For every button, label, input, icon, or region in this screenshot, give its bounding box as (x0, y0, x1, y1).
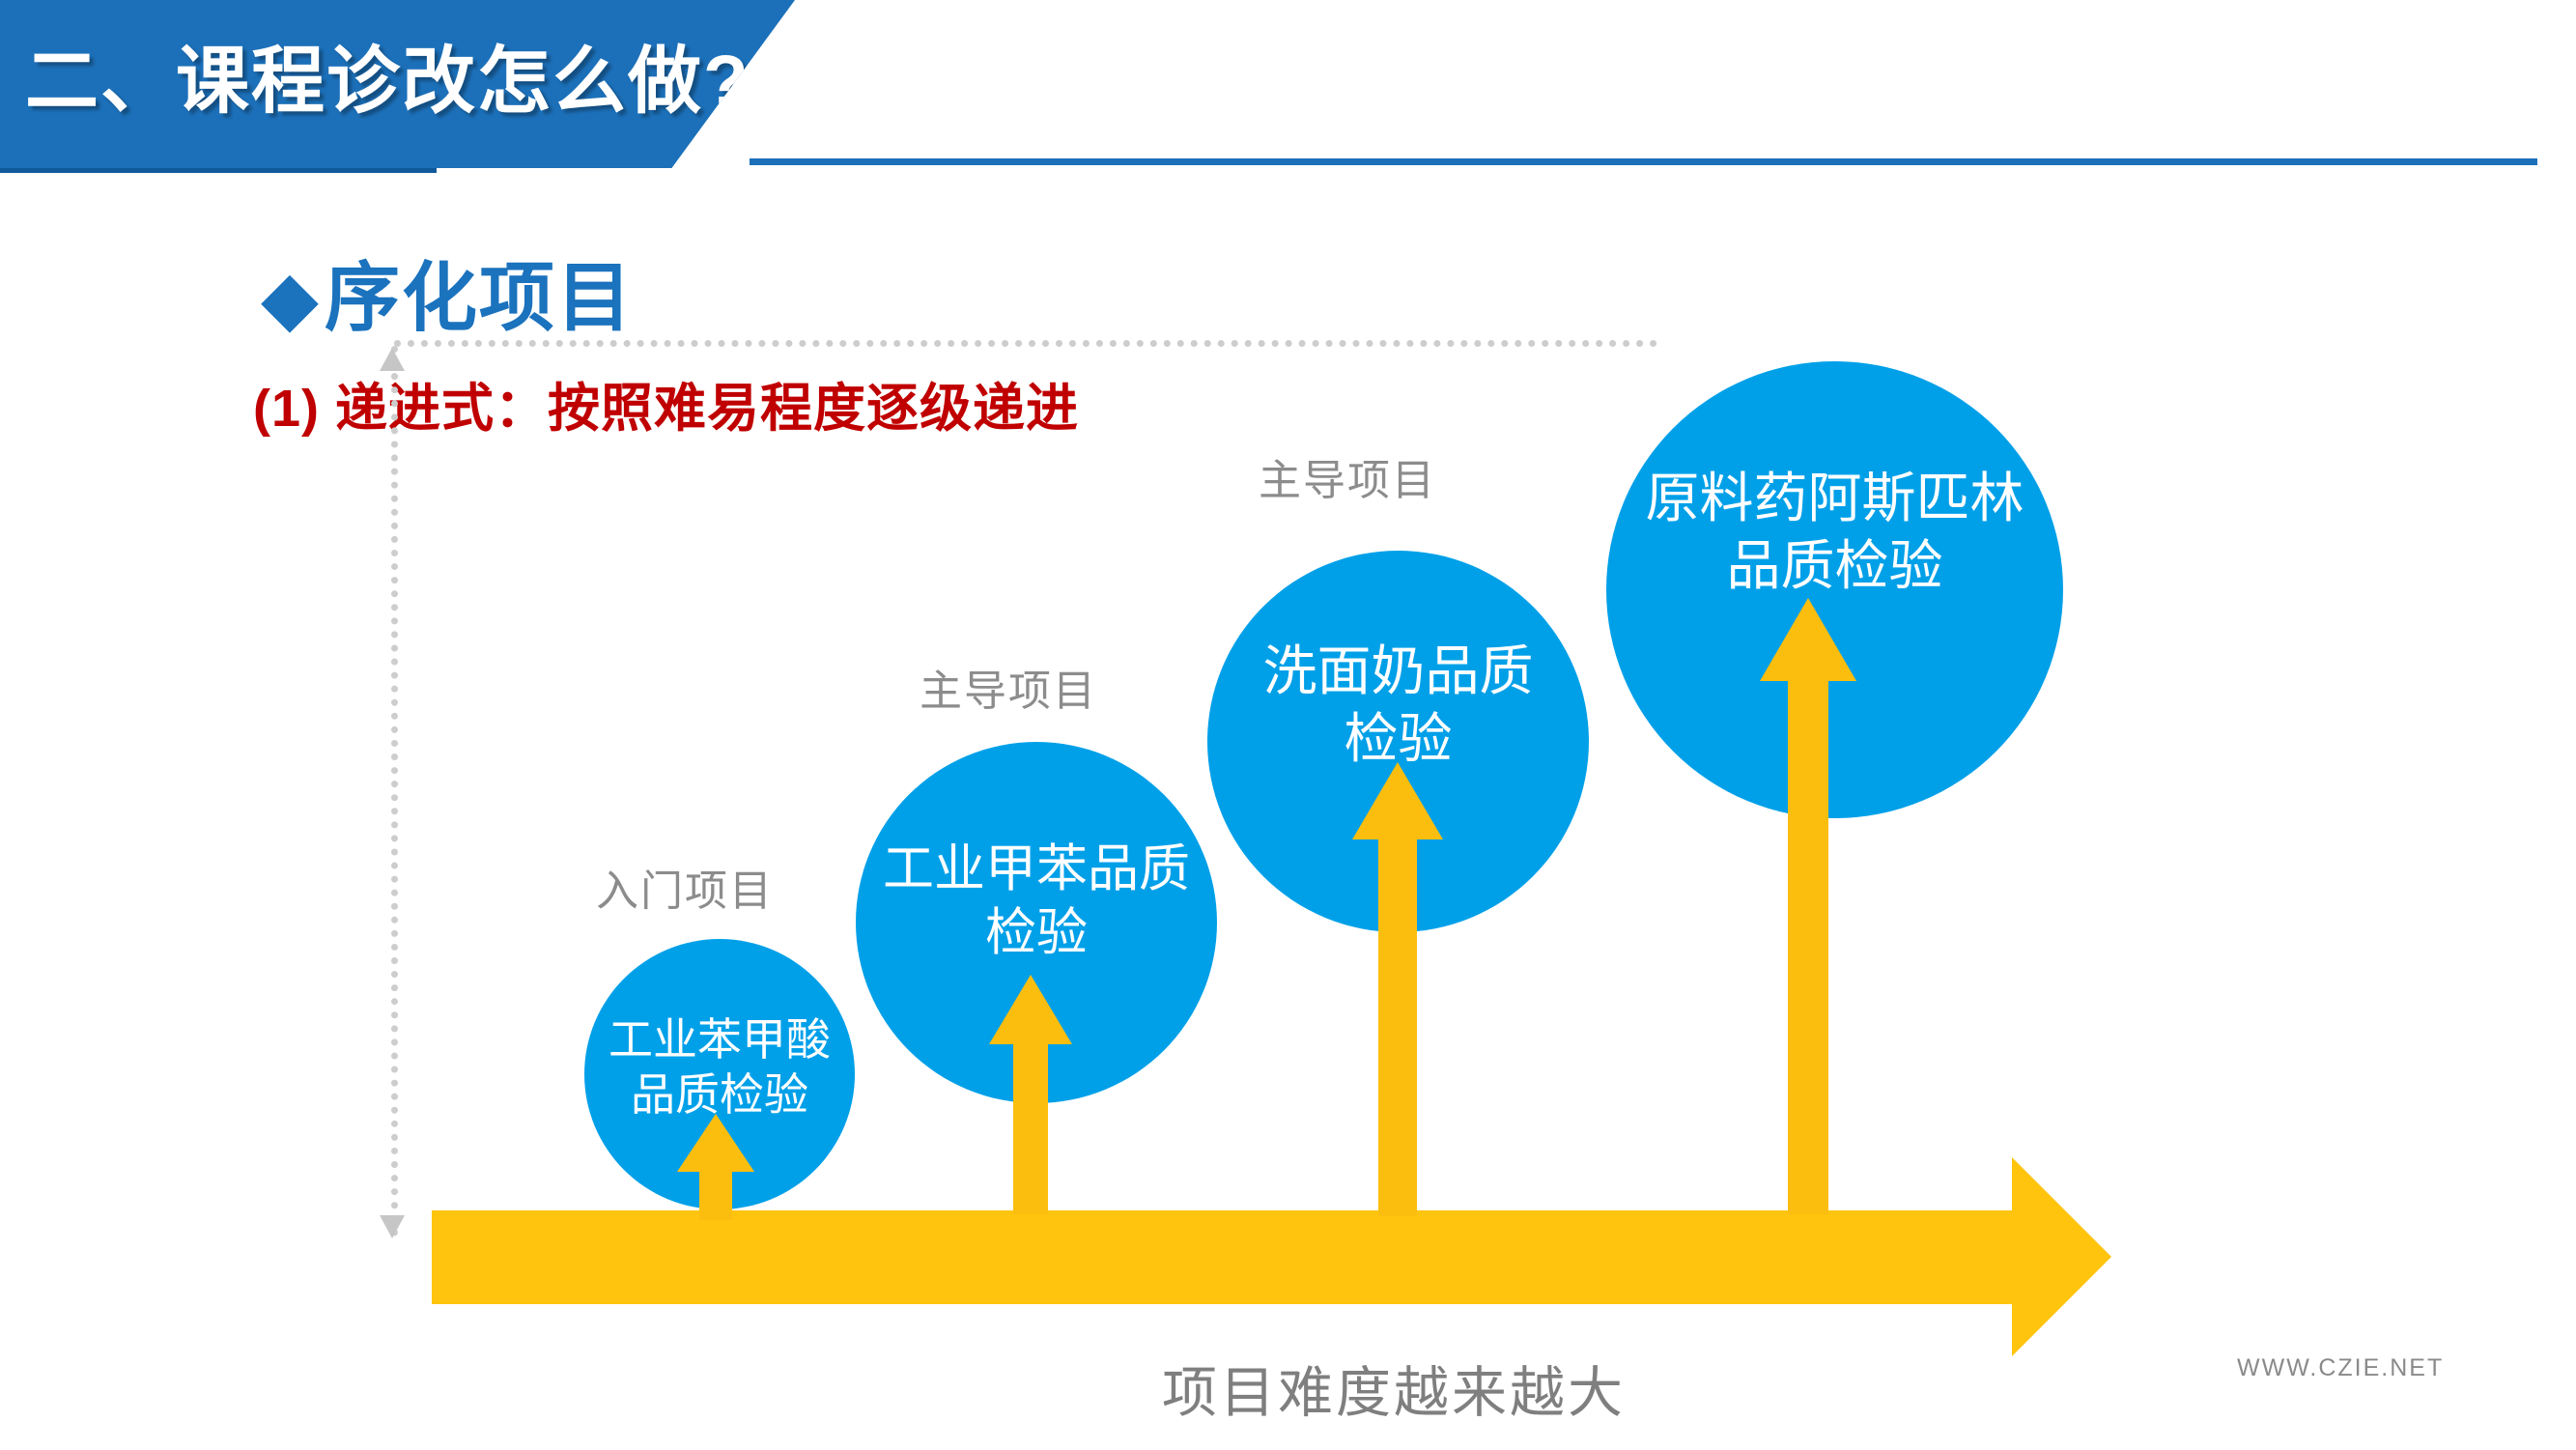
dotted-arrow-up-icon (380, 348, 405, 371)
project-circle-4: 原料药阿斯匹林 品质检验 (1606, 361, 2063, 818)
project-circle-4-line1: 原料药阿斯匹林 (1645, 467, 2024, 528)
project-circle-1-line2: 品质检验 (631, 1069, 808, 1120)
axis-caption: 项目难度越来越大 (1162, 1362, 1626, 1424)
project-circle-1-line1: 工业苯甲酸 (609, 1013, 831, 1065)
right-arrow-icon (2012, 1157, 2111, 1356)
section-title-text: 序化项目 (325, 255, 635, 340)
tier-label-2: 主导项目 (920, 668, 1097, 715)
project-circle-2-line1: 工业甲苯品质 (883, 839, 1190, 897)
tier-label-1: 入门项目 (596, 867, 774, 915)
tier-label-3: 主导项目 (1259, 457, 1436, 504)
project-circle-4-line2: 品质检验 (1726, 534, 1943, 596)
page-title: 二、课程诊改怎么做? (25, 41, 750, 123)
diamond-bullet-icon: ◆ (261, 255, 321, 340)
difficulty-axis-bar (432, 1210, 2012, 1304)
project-circle-1: 工业苯甲酸 品质检验 (584, 939, 855, 1209)
up-arrow-stem-4 (1788, 681, 1828, 1214)
up-arrow-head-2 (989, 972, 1072, 1044)
dotted-border-top (394, 340, 1657, 347)
up-arrow-head-1 (677, 1111, 754, 1172)
section-title: ◆序化项目 (261, 238, 634, 346)
up-arrow-stem-1 (699, 1172, 732, 1220)
up-arrow-head-3 (1352, 759, 1443, 839)
up-arrow-stem-3 (1378, 839, 1417, 1216)
dotted-arrow-down-icon (380, 1215, 405, 1238)
project-circle-3-line2: 检验 (1344, 707, 1453, 769)
header-banner: 二、课程诊改怎么做? (0, 0, 795, 168)
up-arrow-icon-3 (1352, 759, 1443, 1216)
up-arrow-head-4 (1760, 595, 1856, 681)
up-arrow-icon-4 (1760, 595, 1856, 1214)
up-arrow-icon-1 (677, 1111, 754, 1220)
site-watermark: WWW.CZIE.NET (2237, 1354, 2445, 1381)
dotted-border-left (391, 346, 398, 1237)
project-circle-3-line1: 洗面奶品质 (1262, 640, 1534, 701)
header-divider-line (750, 158, 2537, 165)
up-arrow-stem-2 (1013, 1044, 1048, 1214)
up-arrow-icon-2 (989, 972, 1072, 1214)
section-subtitle: (1) 递进式：按照难易程度逐级递进 (253, 380, 1079, 438)
project-circle-2-line2: 检验 (985, 904, 1088, 961)
